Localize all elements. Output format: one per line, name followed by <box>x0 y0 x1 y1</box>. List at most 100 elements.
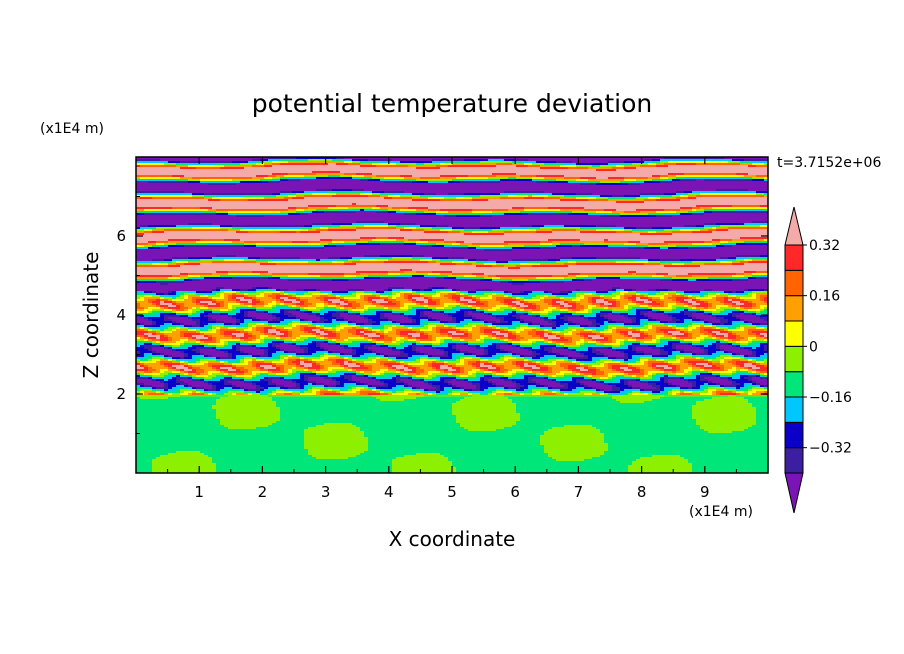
field-cell <box>556 245 573 248</box>
field-cell <box>152 327 165 330</box>
field-cell <box>300 357 305 360</box>
field-cell <box>400 331 417 334</box>
field-cell <box>368 307 385 310</box>
field-cell <box>180 275 189 278</box>
field-cell <box>320 369 329 372</box>
field-cell <box>512 305 517 308</box>
field-cell <box>192 311 197 314</box>
field-cell <box>300 297 317 300</box>
field-cell <box>408 305 425 308</box>
field-cell <box>396 323 401 326</box>
field-cell <box>552 311 569 314</box>
field-cell <box>760 333 768 336</box>
field-cell <box>472 329 481 332</box>
field-cell <box>764 361 768 364</box>
field-cell <box>212 207 289 210</box>
field-cell <box>680 341 685 344</box>
field-cell <box>620 311 633 314</box>
field-cell <box>648 317 653 320</box>
field-cell <box>384 197 393 200</box>
field-cell <box>748 301 753 304</box>
field-cell <box>624 325 633 328</box>
field-cell <box>636 297 641 300</box>
field-cell <box>624 177 649 180</box>
field-cell <box>232 355 237 358</box>
field-cell <box>168 299 173 302</box>
field-cell <box>176 321 197 324</box>
field-cell <box>548 331 553 334</box>
field-cell <box>356 361 365 364</box>
field-cell <box>156 337 161 340</box>
field-cell <box>420 339 433 342</box>
field-cell <box>184 371 189 374</box>
field-cell <box>404 287 429 290</box>
field-cell <box>476 361 481 364</box>
field-cell <box>424 369 437 372</box>
field-cell <box>248 257 261 260</box>
field-cell <box>432 309 437 312</box>
field-cell <box>724 323 733 326</box>
field-cell <box>428 301 437 304</box>
field-cell <box>676 293 681 296</box>
field-cell <box>320 365 325 368</box>
field-cell <box>692 335 701 338</box>
field-cell <box>388 291 393 294</box>
field-cell <box>396 163 417 166</box>
field-cell <box>624 305 629 308</box>
field-cell <box>736 381 753 384</box>
field-cell <box>204 195 217 198</box>
field-cell <box>140 363 145 366</box>
field-cell <box>136 303 141 306</box>
field-cell <box>452 355 457 358</box>
field-cell <box>700 295 705 298</box>
field-cell <box>720 377 729 380</box>
field-cell <box>252 371 269 374</box>
field-cell <box>480 375 485 378</box>
field-cell <box>604 329 609 332</box>
field-cell <box>744 307 753 310</box>
field-cell <box>304 377 309 380</box>
field-cell <box>160 159 253 162</box>
field-cell <box>220 369 229 372</box>
field-cell <box>144 231 153 234</box>
field-cell <box>324 355 337 358</box>
field-cell <box>176 379 181 382</box>
field-cell <box>648 289 657 292</box>
field-cell <box>204 381 209 384</box>
field-cell <box>136 309 145 312</box>
field-cell <box>676 335 689 338</box>
field-cell <box>604 327 609 330</box>
field-cell <box>724 359 733 362</box>
field-cell <box>380 381 385 384</box>
field-cell <box>216 359 221 362</box>
field-cell <box>372 359 377 362</box>
field-cell <box>748 289 765 292</box>
field-cell <box>424 333 429 336</box>
field-cell <box>240 369 249 372</box>
field-cell <box>164 365 169 368</box>
field-cell <box>216 341 221 344</box>
field-cell <box>468 335 473 338</box>
field-cell <box>372 375 389 378</box>
field-cell <box>544 335 557 338</box>
field-cell <box>592 297 601 300</box>
field-cell <box>516 371 529 374</box>
field-cell <box>620 343 625 346</box>
field-cell <box>508 243 541 246</box>
field-cell <box>424 381 429 384</box>
field-cell <box>444 241 457 244</box>
field-cell <box>648 381 665 384</box>
field-cell <box>324 309 341 312</box>
field-cell <box>596 229 625 232</box>
field-cell <box>304 331 309 334</box>
field-cell <box>616 369 625 372</box>
field-cell <box>244 335 253 338</box>
field-cell <box>376 359 389 362</box>
field-cell <box>308 205 337 208</box>
field-cell <box>308 351 317 354</box>
field-cell <box>612 313 621 316</box>
field-cell <box>232 383 253 386</box>
field-cell <box>144 357 153 360</box>
field-cell <box>560 313 573 316</box>
field-cell <box>528 357 533 360</box>
